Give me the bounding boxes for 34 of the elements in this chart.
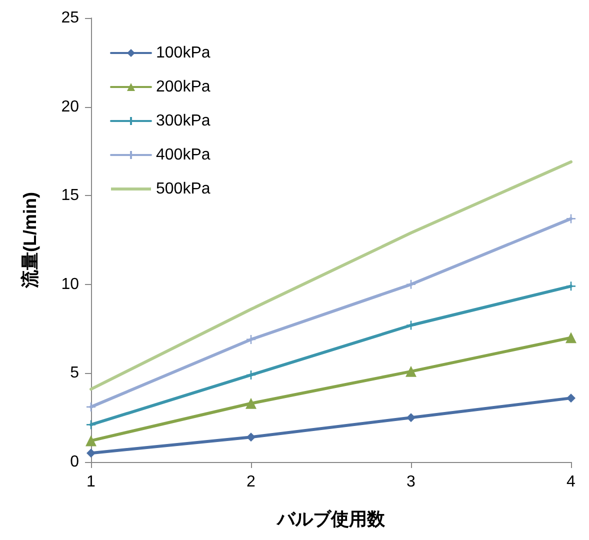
y-tick-label: 10 (61, 276, 80, 293)
point (566, 332, 576, 344)
x-tick-label: 3 (406, 474, 416, 490)
y-tick-label: 25 (61, 10, 80, 26)
point (406, 320, 416, 330)
y-tick-label: 15 (61, 187, 80, 204)
x-tick-label: 2 (246, 474, 256, 490)
point (86, 435, 96, 446)
point (406, 279, 416, 290)
line-series (90, 160, 572, 391)
legend-label: 300kPa (156, 112, 210, 130)
legend-label: 400kPa (156, 146, 210, 164)
legend-label: 200kPa (156, 78, 210, 96)
point (246, 432, 256, 442)
y-tick-label: 20 (61, 98, 80, 116)
point (566, 394, 576, 403)
y-tick-label: 5 (70, 364, 80, 382)
legend-label: 500kPa (156, 180, 210, 198)
point (566, 281, 576, 292)
point (86, 420, 96, 430)
point (406, 413, 416, 422)
point (246, 398, 256, 409)
legend-label: 100kPa (156, 44, 210, 62)
x-axis-title: バルブ使用数 (276, 509, 386, 529)
y-axis-title: 流量(L/min) (20, 192, 40, 289)
point (406, 366, 416, 377)
y-tick-label: 0 (70, 454, 80, 470)
x-tick-label: 1 (86, 474, 96, 490)
point (86, 402, 96, 412)
x-tick-label: 4 (566, 474, 576, 490)
point (246, 370, 256, 380)
point (86, 448, 96, 458)
point (566, 214, 576, 224)
point (246, 334, 256, 345)
